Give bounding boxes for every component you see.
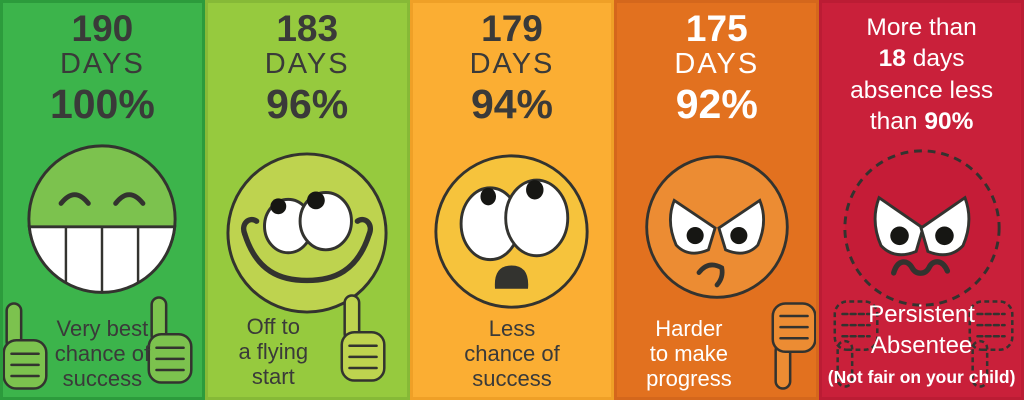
panel-subcaption: (Not fair on your child): [827, 367, 1016, 387]
panel-92-percent: 175 DAYS 92% Harder to make progress: [614, 0, 820, 400]
percent-value: 92%: [675, 81, 758, 127]
panel-caption: Harder to make progress: [646, 315, 732, 391]
days-value: 175: [685, 8, 748, 49]
percent-value: 94%: [470, 81, 554, 127]
thumbs-up-icon: [335, 287, 393, 389]
panel-caption: Very best chance of success: [54, 315, 151, 391]
panel-100-percent: 190 DAYS 100%: [0, 0, 205, 400]
furious-face-icon: [839, 145, 1005, 311]
panel-caption: Less chance of success: [464, 315, 560, 391]
grinning-face-icon: [24, 141, 180, 297]
percent-value: 100%: [49, 81, 155, 127]
stats-block: 190 DAYS 100%: [3, 3, 202, 125]
thumbs-down-icon: [828, 293, 886, 395]
days-label: DAYS: [674, 48, 760, 80]
days-value: 183: [276, 8, 339, 49]
panel-96-percent: 183 DAYS 96% Off to a flying sta: [204, 0, 410, 400]
thumbs-down-icon: [963, 293, 1021, 395]
panel-94-percent: 179 DAYS 94% Less chance of success: [409, 0, 615, 400]
days-label: DAYS: [469, 48, 555, 80]
panel-caption: Persistent Absentee: [868, 300, 975, 359]
stats-block: 183 DAYS 96%: [208, 3, 407, 125]
percent-value: 96%: [266, 81, 349, 127]
angry-face-icon: [641, 151, 793, 303]
days-label: DAYS: [59, 48, 145, 80]
thumbs-up-icon: [142, 289, 200, 391]
thumbs-up-icon: [2, 295, 55, 397]
thumbs-down-icon: [766, 295, 817, 397]
stats-block: 175 DAYS 92%: [617, 3, 816, 125]
smiling-face-icon: [223, 149, 391, 317]
panel-below-90-percent: More than 18 days absence less than 90%: [819, 0, 1024, 400]
absence-header: More than 18 days absence less than 90%: [850, 14, 994, 136]
stats-block: 179 DAYS 94%: [413, 3, 612, 125]
days-label: DAYS: [264, 48, 350, 80]
days-value: 179: [481, 8, 543, 49]
worried-face-icon: [432, 152, 592, 312]
days-value: 190: [71, 8, 134, 49]
panel-caption: Off to a flying start: [238, 313, 309, 389]
